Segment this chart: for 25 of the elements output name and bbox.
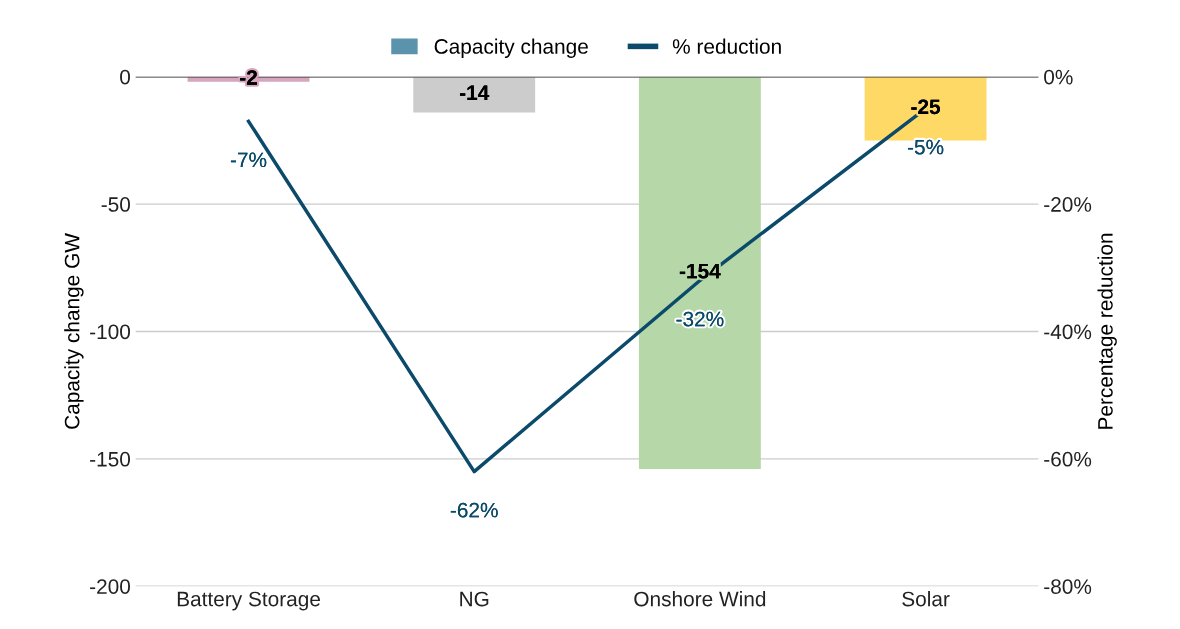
x-tick-label: Solar (902, 591, 950, 607)
data-label: -7% (230, 152, 267, 168)
y2-axis-title: Percentage reduction (1097, 233, 1117, 429)
y-tick-label: -50 (101, 197, 131, 212)
x-tick-label: NG (460, 591, 489, 607)
y-tick-label: 0 (120, 69, 131, 85)
x-tick-label: Battery Storage (177, 591, 320, 611)
data-label: -32% (676, 311, 724, 327)
legend-label: % reduction (672, 38, 781, 54)
y-tick-label: -100 (90, 324, 131, 340)
series-label: Capacity change (434, 38, 588, 58)
x-tick-label: Onshore Wind (634, 591, 766, 607)
y2-tick-label: -20% (1044, 197, 1092, 212)
data-label: -14 (459, 85, 490, 100)
y2-tick-label: -60% (1044, 451, 1092, 467)
y2-tick-label: -40% (1044, 324, 1092, 340)
data-label: -2 (240, 70, 257, 85)
y2-tick-label: 0% (1044, 69, 1073, 85)
y2-tick-label: -80% (1044, 579, 1092, 594)
y-tick-label: -200 (90, 579, 131, 594)
y-tick-label: -150 (90, 451, 131, 467)
data-label: -25 (911, 99, 941, 115)
y-axis-title: Capacity change GW (64, 233, 84, 429)
data-label: -62% (450, 502, 498, 518)
data-label: -5% (907, 139, 944, 155)
